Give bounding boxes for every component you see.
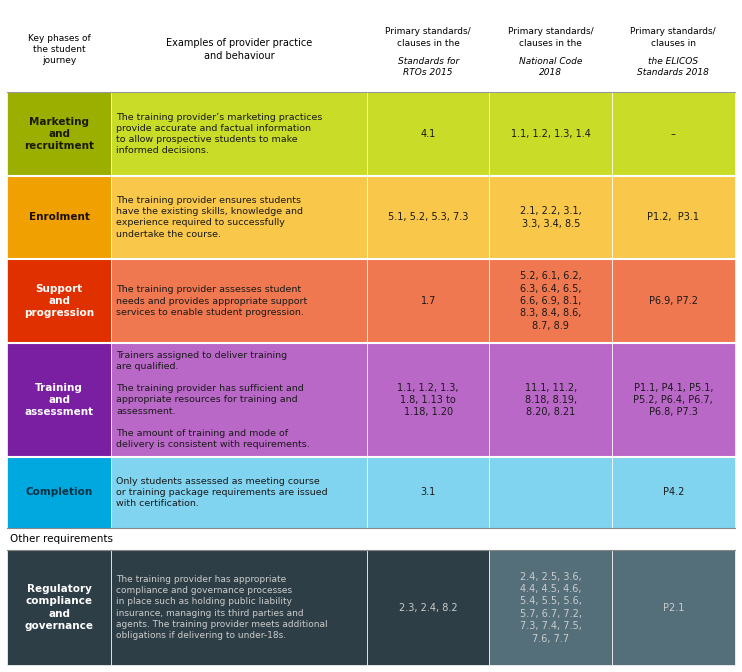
- Text: 2.3, 2.4, 8.2: 2.3, 2.4, 8.2: [399, 603, 458, 613]
- Text: –: –: [671, 129, 676, 139]
- Bar: [7, 343, 111, 457]
- Bar: [612, 7, 735, 92]
- Text: 5.2, 6.1, 6.2,
6.3, 6.4, 6.5,
6.6, 6.9, 8.1,
8.3, 8.4, 8.6,
8.7, 8.9: 5.2, 6.1, 6.2, 6.3, 6.4, 6.5, 6.6, 6.9, …: [520, 271, 582, 331]
- Bar: [7, 92, 111, 175]
- Text: P4.2: P4.2: [663, 487, 684, 497]
- Text: 4.1: 4.1: [421, 129, 436, 139]
- Bar: [367, 343, 490, 457]
- Bar: [7, 550, 111, 665]
- Bar: [111, 550, 367, 665]
- Text: Only students assessed as meeting course
or training package requirements are is: Only students assessed as meeting course…: [116, 476, 328, 508]
- Bar: [367, 550, 490, 665]
- Text: 1.1, 1.2, 1.3,
1.8, 1.13 to
1.18, 1.20: 1.1, 1.2, 1.3, 1.8, 1.13 to 1.18, 1.20: [398, 382, 459, 417]
- Bar: [367, 92, 490, 175]
- Text: P6.9, P7.2: P6.9, P7.2: [649, 296, 697, 306]
- Text: Primary standards/
clauses in the: Primary standards/ clauses in the: [385, 28, 471, 48]
- Bar: [367, 175, 490, 259]
- Bar: [490, 343, 612, 457]
- Text: Enrolment: Enrolment: [29, 212, 90, 222]
- Text: 1.1, 1.2, 1.3, 1.4: 1.1, 1.2, 1.3, 1.4: [510, 129, 591, 139]
- Bar: [367, 7, 490, 92]
- Text: Key phases of
the student
journey: Key phases of the student journey: [28, 34, 91, 65]
- Bar: [111, 7, 367, 92]
- Bar: [367, 457, 490, 528]
- Bar: [612, 259, 735, 343]
- Text: 11.1, 11.2,
8.18, 8.19,
8.20, 8.21: 11.1, 11.2, 8.18, 8.19, 8.20, 8.21: [525, 382, 577, 417]
- Bar: [7, 175, 111, 259]
- Text: Marketing
and
recruitment: Marketing and recruitment: [24, 116, 94, 151]
- Bar: [111, 259, 367, 343]
- Text: The training provider ensures students
have the existing skills, knowledge and
e: The training provider ensures students h…: [116, 196, 303, 239]
- Bar: [490, 92, 612, 175]
- Text: Primary standards/
clauses in the: Primary standards/ clauses in the: [508, 28, 594, 48]
- Text: Completion: Completion: [26, 487, 93, 497]
- Text: Other requirements: Other requirements: [10, 534, 113, 544]
- Bar: [490, 175, 612, 259]
- Text: Training
and
assessment: Training and assessment: [24, 382, 94, 417]
- Text: the ELICOS
Standards 2018: the ELICOS Standards 2018: [637, 56, 709, 77]
- Bar: [612, 175, 735, 259]
- Text: P1.1, P4.1, P5.1,
P5.2, P6.4, P6.7,
P6.8, P7.3: P1.1, P4.1, P5.1, P5.2, P6.4, P6.7, P6.8…: [634, 382, 713, 417]
- Text: 2.4, 2.5, 3.6,
4.4, 4.5, 4.6,
5.4, 5.5, 5.6,
5.7, 6.7, 7.2,
7.3, 7.4, 7.5,
7.6, : 2.4, 2.5, 3.6, 4.4, 4.5, 4.6, 5.4, 5.5, …: [519, 572, 582, 644]
- Bar: [612, 457, 735, 528]
- Text: Regulatory
compliance
and
governance: Regulatory compliance and governance: [24, 584, 93, 631]
- Text: The training provider’s marketing practices
provide accurate and factual informa: The training provider’s marketing practi…: [116, 113, 323, 155]
- Bar: [490, 7, 612, 92]
- Text: Primary standards/
clauses in: Primary standards/ clauses in: [631, 28, 716, 48]
- Bar: [111, 343, 367, 457]
- Bar: [111, 92, 367, 175]
- Text: 3.1: 3.1: [421, 487, 436, 497]
- Text: P1.2,  P3.1: P1.2, P3.1: [647, 212, 699, 222]
- Bar: [490, 550, 612, 665]
- Bar: [7, 259, 111, 343]
- Bar: [111, 175, 367, 259]
- Text: Trainers assigned to deliver training
are qualified.

The training provider has : Trainers assigned to deliver training ar…: [116, 351, 310, 450]
- Bar: [367, 259, 490, 343]
- Text: P2.1: P2.1: [663, 603, 684, 613]
- Text: 1.7: 1.7: [421, 296, 436, 306]
- Bar: [612, 92, 735, 175]
- Text: 5.1, 5.2, 5.3, 7.3: 5.1, 5.2, 5.3, 7.3: [388, 212, 468, 222]
- Text: The training provider has appropriate
compliance and governance processes
in pla: The training provider has appropriate co…: [116, 575, 328, 640]
- Bar: [7, 528, 735, 550]
- Bar: [7, 7, 111, 92]
- Text: Support
and
progression: Support and progression: [24, 284, 94, 319]
- Bar: [612, 550, 735, 665]
- Bar: [490, 259, 612, 343]
- Text: Examples of provider practice
and behaviour: Examples of provider practice and behavi…: [166, 38, 312, 61]
- Bar: [111, 457, 367, 528]
- Bar: [612, 343, 735, 457]
- Bar: [490, 457, 612, 528]
- Text: The training provider assesses student
needs and provides appropriate support
se: The training provider assesses student n…: [116, 286, 308, 317]
- Bar: [7, 457, 111, 528]
- Text: Standards for
RTOs 2015: Standards for RTOs 2015: [398, 56, 459, 77]
- Text: National Code
2018: National Code 2018: [519, 56, 582, 77]
- Text: 2.1, 2.2, 3.1,
3.3, 3.4, 8.5: 2.1, 2.2, 3.1, 3.3, 3.4, 8.5: [520, 206, 582, 228]
